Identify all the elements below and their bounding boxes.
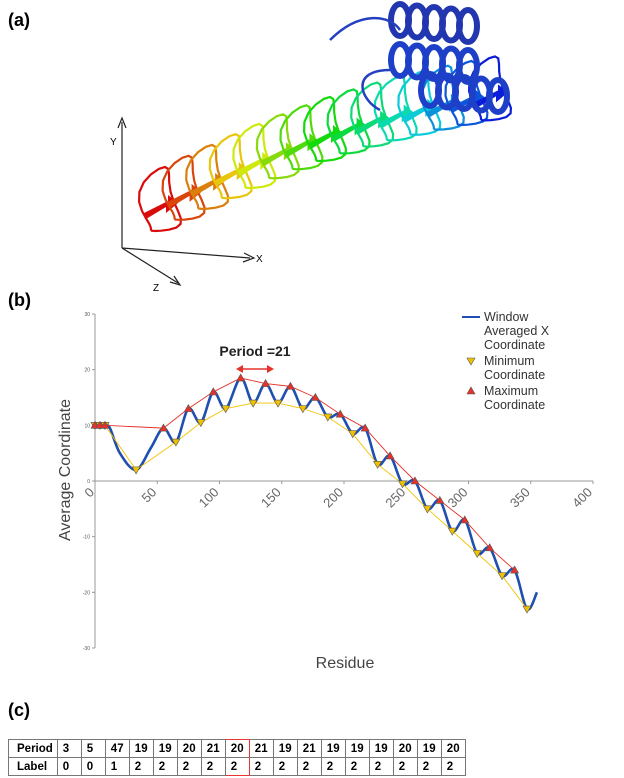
table-cell: 0 xyxy=(57,758,81,776)
x-axis-label: Residue xyxy=(316,655,375,672)
table-cell: 2 xyxy=(369,758,393,776)
legend-entry: Maximum Coordinate xyxy=(462,384,622,412)
annotation: Period =21 xyxy=(219,343,290,359)
table-cell: 19 xyxy=(321,740,345,758)
table-cell: 2 xyxy=(273,758,297,776)
table-cell: 20 xyxy=(225,740,249,758)
legend-label: Maximum Coordinate xyxy=(484,384,564,412)
table-cell: 5 xyxy=(81,740,105,758)
x-tick-label: 150 xyxy=(258,485,284,511)
legend-marker xyxy=(467,387,475,394)
panel-label: (a) xyxy=(8,10,30,30)
axis-label: Z xyxy=(153,283,159,294)
table-cell: 20 xyxy=(393,740,417,758)
table-cell: 2 xyxy=(393,758,417,776)
table-cell: 2 xyxy=(249,758,273,776)
y-tick-label: 0 xyxy=(87,479,90,485)
y-tick-label: -30 xyxy=(83,646,90,652)
row-header: Label xyxy=(9,758,58,776)
table-cell: 2 xyxy=(345,758,369,776)
y-axis-label: Average Coordinate xyxy=(57,399,74,541)
table-cell: 0 xyxy=(81,758,105,776)
x-tick-label: 50 xyxy=(139,485,160,506)
table-cell: 21 xyxy=(297,740,321,758)
legend-entry: Window Averaged X Coordinate xyxy=(462,310,622,352)
y-tick-label: -20 xyxy=(83,590,90,596)
row-header: Period xyxy=(9,740,58,758)
table-cell: 2 xyxy=(129,758,153,776)
marker xyxy=(237,374,245,381)
table-cell: 19 xyxy=(153,740,177,758)
legend-entry: Minimum Coordinate xyxy=(462,354,622,382)
x-tick-label: 350 xyxy=(507,485,533,511)
table-cell: 1 xyxy=(105,758,129,776)
marker xyxy=(311,394,319,401)
y-tick-label: 30 xyxy=(84,312,90,318)
table-cell: 2 xyxy=(417,758,441,776)
protein-structure xyxy=(139,4,511,231)
table-cell: 2 xyxy=(441,758,465,776)
legend-symbol xyxy=(462,312,480,322)
x-tick-label: 400 xyxy=(569,485,595,511)
y-tick-label: 10 xyxy=(84,423,90,429)
legend-label: Minimum Coordinate xyxy=(484,354,564,382)
y-tick-label: -10 xyxy=(83,535,90,541)
table-cell: 20 xyxy=(441,740,465,758)
table-cell: 19 xyxy=(129,740,153,758)
legend-symbol xyxy=(462,386,480,396)
marker xyxy=(209,388,217,395)
table-cell: 3 xyxy=(57,740,81,758)
table-cell: 19 xyxy=(417,740,441,758)
table-cell: 47 xyxy=(105,740,129,758)
helix-turn xyxy=(459,10,477,42)
table-cell: 2 xyxy=(297,758,321,776)
table-cell: 2 xyxy=(321,758,345,776)
table-cell: 2 xyxy=(201,758,225,776)
table-cell: 2 xyxy=(153,758,177,776)
table-cell: 21 xyxy=(249,740,273,758)
x-tick-label: 300 xyxy=(445,485,471,511)
table-row: Period35471919202120211921191919201920 xyxy=(9,740,466,758)
table-cell: 2 xyxy=(225,758,249,776)
y-tick-label: 20 xyxy=(84,368,90,374)
axis-label: X xyxy=(256,254,263,265)
legend-marker xyxy=(467,358,475,365)
x-tick-label: 100 xyxy=(196,485,222,511)
legend-label: Window Averaged X Coordinate xyxy=(484,310,564,352)
x-tick-label: 200 xyxy=(320,485,346,511)
table-cell: 19 xyxy=(273,740,297,758)
x-tick-label: 250 xyxy=(382,485,408,511)
table-cell: 19 xyxy=(345,740,369,758)
figure: (a) (b) (c) Y X Z Average Coordinate Res… xyxy=(0,0,624,778)
axis-label: Y xyxy=(110,137,117,148)
period-arrow xyxy=(236,365,274,373)
legend-symbol xyxy=(462,356,480,366)
table-cell: 19 xyxy=(369,740,393,758)
table-cell: 21 xyxy=(201,740,225,758)
panel-label: (c) xyxy=(8,700,30,720)
table-cell: 20 xyxy=(177,740,201,758)
table-cell: 2 xyxy=(177,758,201,776)
panel-label: (b) xyxy=(8,290,31,310)
